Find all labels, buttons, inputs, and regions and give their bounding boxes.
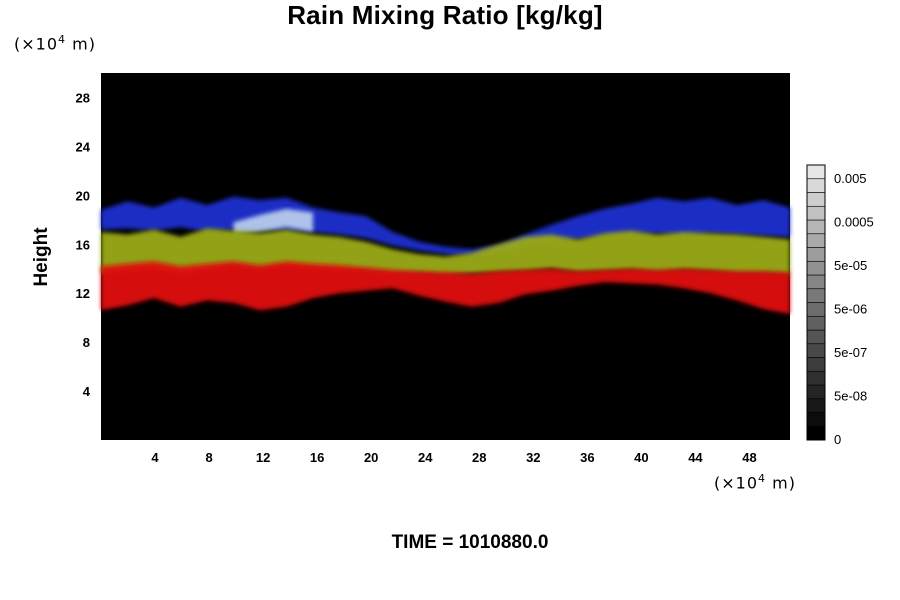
y-tick-label: 20 <box>76 188 90 203</box>
x-tick-labels: 4 8 12 16 20 24 28 32 36 40 44 48 <box>151 450 756 465</box>
x-unit-prefix: (×10 <box>714 473 759 493</box>
x-tick-label: 4 <box>151 450 159 465</box>
colorbar-label: 0.0005 <box>834 215 874 230</box>
layer-band-3-0 <box>101 261 790 314</box>
y-unit-suffix: m) <box>66 34 96 54</box>
colorbar-outline <box>806 164 826 441</box>
colorbar-segment <box>806 412 826 427</box>
x-tick-label: 32 <box>526 450 540 465</box>
chart-title: Rain Mixing Ratio [kg/kg] <box>287 0 603 30</box>
colorbar-segment <box>806 302 826 317</box>
colorbar-segment <box>806 357 826 372</box>
colorbar-label: 5e-07 <box>834 345 867 360</box>
colorbar: 0.005 0.0005 5e-05 5e-06 5e-07 5e-08 0 <box>806 164 874 447</box>
colorbar-segment <box>806 329 826 345</box>
colorbar-segment <box>806 315 826 331</box>
data-layers <box>101 196 790 314</box>
colorbar-label: 0 <box>834 432 841 447</box>
colorbar-label: 5e-06 <box>834 302 867 317</box>
time-label: TIME = 1010880.0 <box>391 532 549 553</box>
y-tick-label: 12 <box>76 286 90 301</box>
colorbar-segment <box>806 260 826 276</box>
y-tick-label: 4 <box>83 384 91 399</box>
x-tick-label: 16 <box>310 450 324 465</box>
colorbar-segment <box>806 343 826 358</box>
colorbar-label: 0.005 <box>834 171 867 186</box>
colorbar-segment <box>806 247 826 262</box>
colorbar-segment <box>806 288 826 303</box>
y-tick-label: 16 <box>76 237 90 252</box>
y-axis-unit: (×104 m) <box>14 33 96 53</box>
colorbar-segment <box>806 192 826 207</box>
colorbar-segment <box>806 370 826 386</box>
colorbar-label: 5e-05 <box>834 258 867 273</box>
x-tick-label: 24 <box>418 450 433 465</box>
layer-band-1-0 <box>233 208 313 235</box>
colorbar-segment <box>806 233 826 248</box>
colorbar-segment <box>806 205 826 221</box>
colorbar-segment <box>806 219 826 235</box>
colorbar-segment <box>806 274 826 290</box>
x-tick-label: 36 <box>580 450 594 465</box>
colorbar-segment <box>806 178 826 193</box>
x-unit-suffix: m) <box>766 473 796 493</box>
colorbar-segment <box>806 384 826 400</box>
y-unit-prefix: (×10 <box>14 34 59 54</box>
y-tick-label: 28 <box>76 90 90 105</box>
x-tick-label: 48 <box>742 450 756 465</box>
colorbar-segment <box>806 164 826 180</box>
x-tick-label: 8 <box>205 450 212 465</box>
colorbar-segment <box>806 425 826 441</box>
y-tick-labels: 4 8 12 16 20 24 28 <box>76 90 91 399</box>
x-tick-label: 44 <box>688 450 703 465</box>
colorbar-segment <box>806 398 826 413</box>
x-tick-label: 12 <box>256 450 270 465</box>
y-tick-label: 24 <box>76 139 91 154</box>
x-tick-label: 20 <box>364 450 378 465</box>
x-axis-unit: (×104 m) <box>714 472 796 492</box>
layer-band-0-0 <box>101 196 790 257</box>
x-unit-exponent: 4 <box>758 472 767 485</box>
y-tick-label: 8 <box>83 335 90 350</box>
colorbar-label: 5e-08 <box>834 389 867 404</box>
y-unit-exponent: 4 <box>58 33 67 46</box>
x-tick-label: 28 <box>472 450 486 465</box>
x-tick-label: 40 <box>634 450 648 465</box>
